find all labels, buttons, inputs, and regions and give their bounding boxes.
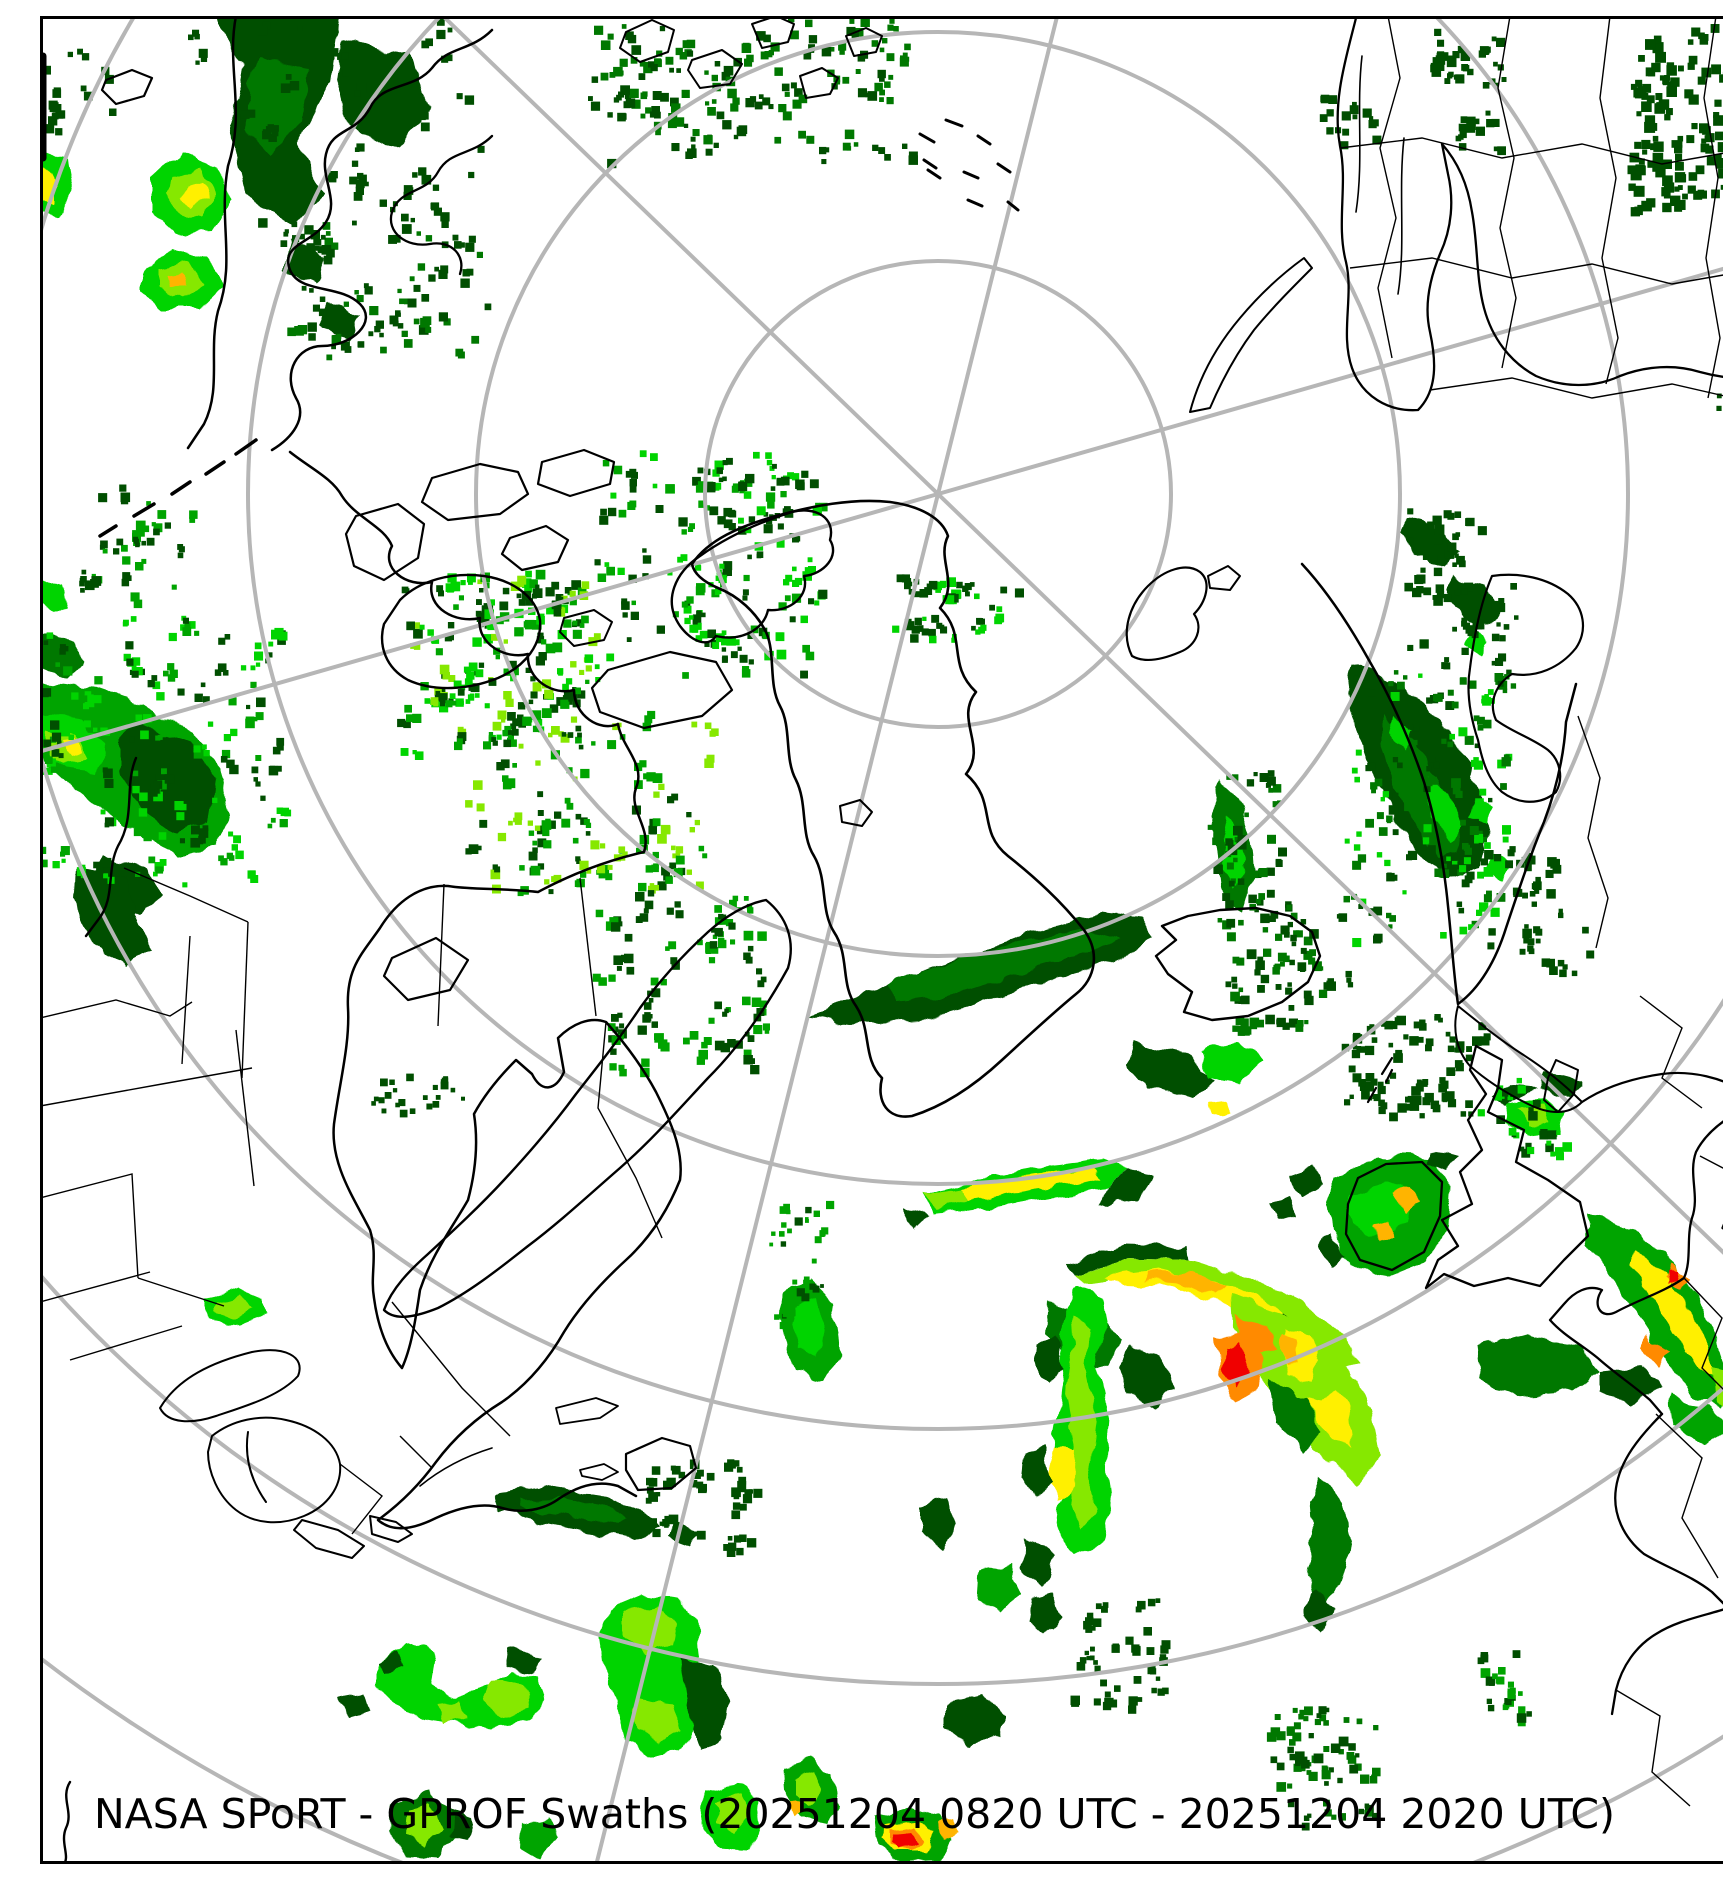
gprof-swath-map: NASA SPoRT - GPROF Swaths (20251204 0820…: [40, 16, 1723, 1864]
map-background: [40, 16, 1723, 1864]
map-canvas: NASA SPoRT - GPROF Swaths (20251204 0820…: [40, 16, 1723, 1864]
map-title: NASA SPoRT - GPROF Swaths (20251204 0820…: [94, 1790, 1615, 1838]
